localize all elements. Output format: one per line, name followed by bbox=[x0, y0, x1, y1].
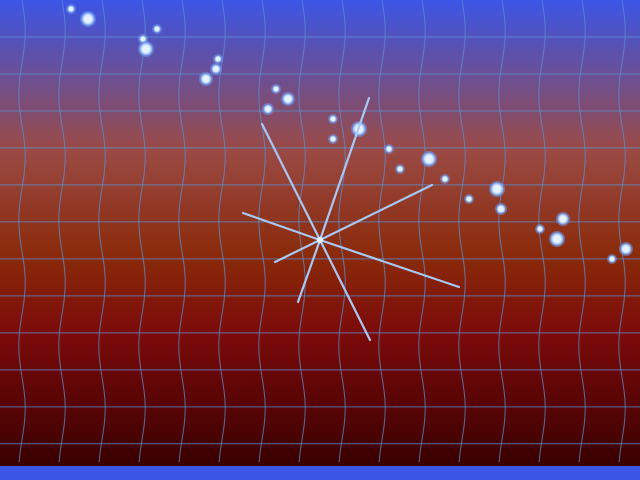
particle bbox=[67, 5, 75, 13]
particle bbox=[139, 42, 153, 56]
particle bbox=[214, 55, 222, 63]
particle bbox=[329, 115, 337, 123]
starburst-ray bbox=[296, 238, 322, 304]
particle bbox=[465, 195, 473, 203]
particle bbox=[441, 175, 449, 183]
background-gradient bbox=[0, 0, 640, 466]
particle bbox=[396, 165, 404, 173]
particle bbox=[211, 64, 221, 74]
particle bbox=[620, 243, 632, 255]
grid-wavy-vertical-line bbox=[458, 0, 466, 463]
starburst-ray bbox=[273, 238, 322, 264]
starburst-ray bbox=[241, 211, 322, 242]
grid-wavy-vertical-line bbox=[298, 0, 306, 463]
particle bbox=[557, 213, 569, 225]
particle bbox=[263, 104, 273, 114]
grid-wavy-vertical-line bbox=[178, 0, 186, 463]
grid-wavy-vertical-line bbox=[578, 0, 586, 463]
particle bbox=[272, 85, 280, 93]
particle bbox=[385, 145, 393, 153]
particle bbox=[422, 152, 436, 166]
grid-wavy-vertical-line bbox=[58, 0, 66, 463]
starburst-ray bbox=[318, 238, 461, 289]
particle bbox=[139, 35, 147, 43]
starburst-ray bbox=[260, 122, 322, 242]
starburst-ray bbox=[318, 96, 371, 242]
particle bbox=[282, 93, 294, 105]
grid-wavy-vertical-line bbox=[138, 0, 146, 463]
particle bbox=[200, 73, 212, 85]
grid-wavy-vertical-line bbox=[218, 0, 226, 463]
particle bbox=[329, 135, 337, 143]
bottom-status-bar bbox=[0, 466, 640, 480]
starburst-ray bbox=[318, 238, 372, 342]
grid-wavy-vertical-line bbox=[418, 0, 426, 463]
starburst-explosion bbox=[241, 96, 461, 342]
particle bbox=[550, 232, 564, 246]
grid-wavy-vertical-line bbox=[378, 0, 386, 463]
particle bbox=[496, 204, 506, 214]
particle bbox=[608, 255, 616, 263]
grid-wavy-vertical-line bbox=[18, 0, 26, 463]
particle bbox=[81, 12, 95, 26]
playfield[interactable] bbox=[0, 0, 640, 466]
particle bbox=[490, 182, 504, 196]
grid-wavy-vertical-line bbox=[258, 0, 266, 463]
particle bbox=[536, 225, 544, 233]
grid-wavy-vertical-line bbox=[498, 0, 506, 463]
wavy-grid bbox=[0, 0, 640, 463]
starburst-core bbox=[317, 237, 323, 243]
grid-wavy-vertical-line bbox=[98, 0, 106, 463]
grid-wavy-vertical-line bbox=[618, 0, 626, 463]
starburst-ray bbox=[318, 183, 434, 242]
particle bbox=[153, 25, 161, 33]
